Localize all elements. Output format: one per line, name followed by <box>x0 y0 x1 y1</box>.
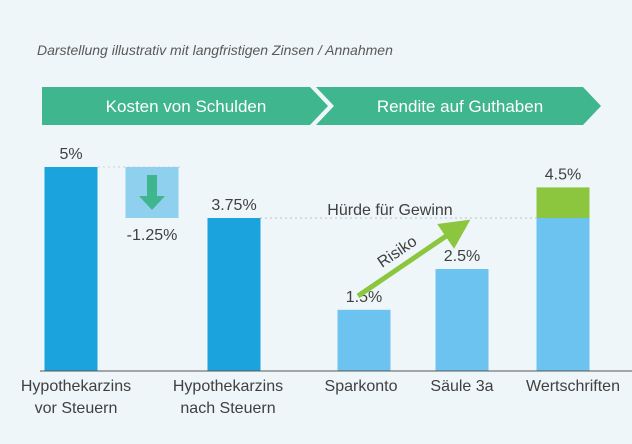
risk-arrow <box>356 219 471 299</box>
bar-4 <box>337 309 391 371</box>
down-arrow-icon <box>139 175 165 210</box>
category-label: Hypothekarzins <box>21 378 131 395</box>
chart-subtitle: Darstellung illustrativ mit langfristige… <box>37 42 393 58</box>
bar-5 <box>435 269 489 371</box>
bar-1 <box>44 167 98 371</box>
header-segment-returns <box>316 87 601 125</box>
header-segment-costs <box>42 87 328 125</box>
category-label: Säule 3a <box>430 378 493 395</box>
value-label: 2.5% <box>444 248 480 265</box>
category-label: vor Steuern <box>35 400 118 417</box>
category-label: nach Steuern <box>180 400 275 417</box>
risk-label: Risiko <box>375 233 421 272</box>
value-label: 1.5% <box>346 289 382 306</box>
bar-3 <box>207 218 261 371</box>
hurdle-label: Hürde für Gewinn <box>327 202 452 219</box>
bar-7 <box>536 187 590 218</box>
header-label-costs: Kosten von Schulden <box>106 97 267 116</box>
bar-6 <box>536 218 590 371</box>
value-label: 5% <box>59 146 82 163</box>
category-label: Hypothekarzins <box>173 378 283 395</box>
value-label: 3.75% <box>211 197 256 214</box>
value-label: 4.5% <box>545 166 581 183</box>
category-label: Wertschriften <box>526 378 620 395</box>
category-label: Sparkonto <box>325 378 398 395</box>
header-label-returns: Rendite auf Guthaben <box>377 97 543 116</box>
value-label: -1.25% <box>127 227 178 244</box>
